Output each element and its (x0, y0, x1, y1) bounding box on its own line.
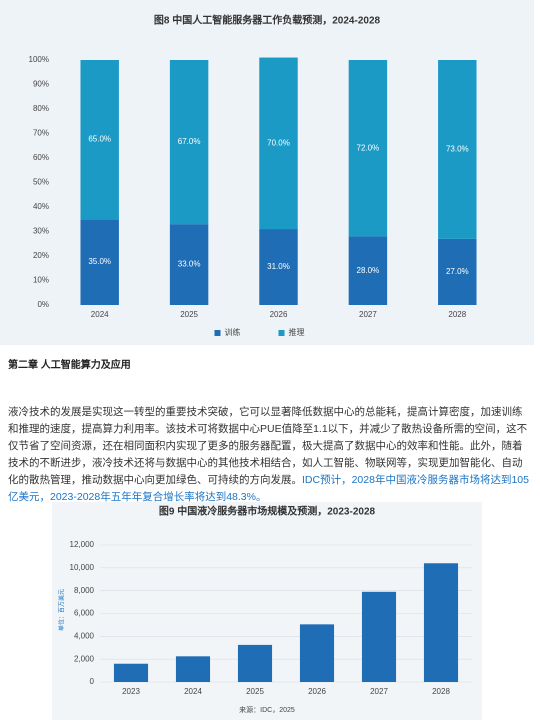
bar (113, 663, 149, 682)
y-tick-label: 60% (33, 153, 49, 162)
x-tick-label: 2027 (359, 310, 377, 319)
value-label: 67.0% (178, 137, 201, 146)
y-tick-label: 100% (29, 55, 49, 64)
x-tick-label: 2024 (184, 687, 202, 696)
y-tick-label: 20% (33, 251, 49, 260)
source: 来源：IDC，2025 (239, 705, 295, 714)
x-tick-label: 2025 (246, 687, 264, 696)
paragraph: 液冷技术的发展是实现这一转型的重要技术突破，它可以显著降低数据中心的总能耗，提高… (8, 404, 532, 506)
x-tick-label: 2027 (370, 687, 388, 696)
bar-segment (169, 60, 209, 225)
y-tick-label: 50% (33, 178, 49, 187)
y-tick-label: 2,000 (74, 654, 95, 663)
bar-segment (438, 238, 477, 305)
y-tick-label: 0 (90, 677, 95, 686)
y-tick-label: 12,000 (70, 540, 95, 549)
bar-segment (348, 236, 388, 305)
legend-swatch (278, 330, 285, 336)
bar (361, 591, 397, 682)
x-tick-label: 2026 (270, 310, 288, 319)
bar (237, 644, 273, 682)
x-tick-label: 2028 (448, 310, 466, 319)
y-tick-label: 70% (33, 129, 49, 138)
value-label: 65.0% (88, 135, 111, 144)
value-label: 27.0% (446, 267, 469, 276)
y-tick-label: 8,000 (74, 586, 95, 595)
liquid-cooling-chart: 图9 中国液冷服务器市场规模及预测，2023-2028 单位：百万美元 来源：I… (52, 502, 482, 720)
bar (175, 656, 211, 682)
legend-swatch (214, 330, 221, 336)
x-tick-label: 2028 (432, 687, 450, 696)
y-tick-label: 4,000 (74, 631, 95, 640)
y-tick-label: 90% (33, 80, 49, 89)
bar-segment (169, 224, 209, 305)
y-tick-label: 80% (33, 104, 49, 113)
chart-title: 图8 中国人工智能服务器工作负载预测，2024-2028 (154, 14, 381, 27)
value-label: 70.0% (267, 138, 290, 147)
value-label: 73.0% (446, 145, 469, 154)
section-heading: 第二章 人工智能算力及应用 (8, 360, 131, 371)
y-tick-label: 10% (33, 276, 49, 285)
value-label: 31.0% (267, 262, 290, 271)
y-axis-label: 单位：百万美元 (58, 589, 66, 631)
bar-segment (438, 60, 477, 239)
workload-chart: 图8 中国人工智能服务器工作负载预测，2024-2028 0% 10% 20% 30%… (0, 0, 534, 345)
y-tick-label: 40% (33, 202, 49, 211)
bar (299, 624, 335, 682)
chart-title: 图9 中国液冷服务器市场规模及预测，2023-2028 (159, 505, 376, 518)
value-label: 72.0% (357, 143, 380, 152)
x-tick-label: 2026 (308, 687, 326, 696)
chart-background (52, 502, 482, 720)
x-tick-label: 2023 (122, 687, 140, 696)
legend-label: 训练 (225, 327, 241, 337)
paragraph-highlight: IDC预计，2028年中国液冷服务器市场将达到105亿美元，2023-2028年… (8, 474, 529, 503)
legend-label: 推理 (289, 327, 305, 337)
value-label: 33.0% (178, 260, 201, 269)
x-tick-label: 2024 (91, 310, 109, 319)
bar-segment (259, 229, 298, 305)
y-tick-label: 10,000 (70, 563, 95, 572)
bar-segment (259, 57, 298, 230)
paragraph-text: 液冷技术的发展是实现这一转型的重要技术突破，它可以显著降低数据中心的总能耗，提高… (8, 406, 528, 486)
value-label: 28.0% (357, 266, 380, 275)
y-tick-label: 6,000 (74, 609, 95, 618)
x-tick-label: 2025 (180, 310, 198, 319)
bar-segment (80, 60, 119, 220)
bar-segment (80, 219, 119, 305)
value-label: 35.0% (88, 257, 111, 266)
bar (423, 563, 459, 682)
y-tick-label: 0% (37, 300, 49, 309)
bar-segment (348, 60, 388, 237)
y-tick-label: 30% (33, 227, 49, 236)
